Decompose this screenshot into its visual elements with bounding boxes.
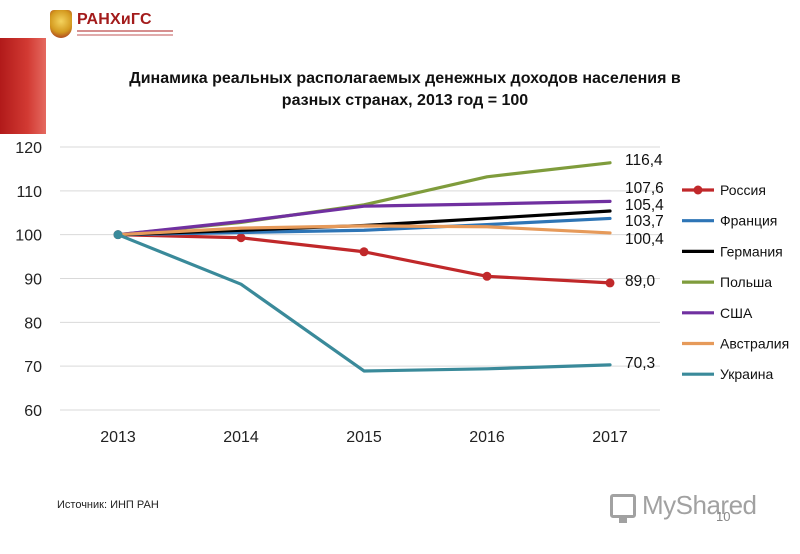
y-tick-label: 120: [15, 140, 42, 157]
end-label: 70,3: [625, 355, 655, 372]
legend-label: Россия: [720, 182, 766, 198]
logo-text: РАНХиГС: [77, 11, 152, 28]
data-point: [482, 271, 492, 281]
legend-label: Германия: [720, 243, 783, 259]
x-tick-label: 2017: [592, 429, 628, 446]
logo: РАНХиГС: [50, 8, 173, 40]
y-tick-label: 110: [16, 184, 42, 201]
y-tick-label: 60: [24, 403, 42, 420]
end-label: 105,4: [625, 197, 664, 214]
x-tick-label: 2013: [100, 429, 136, 446]
decorative-red-bar: [0, 38, 46, 134]
x-tick-labels: 2013 2014 2015 2016 2017: [100, 429, 628, 446]
end-label: 107,6: [625, 180, 664, 197]
watermark-text: MyShared: [642, 490, 757, 520]
series-line-Австралия: [116, 224, 612, 237]
chart-title-line-2: разных странах, 2013 год = 100: [281, 92, 529, 109]
end-label: 116,4: [625, 152, 663, 169]
chart-title-line-1: Динамика реальных располагаемых денежных…: [129, 70, 681, 87]
gridlines: [60, 146, 660, 411]
y-tick-label: 80: [24, 315, 42, 332]
y-tick-label: 90: [24, 272, 42, 289]
legend-label: США: [720, 305, 753, 321]
series-line-Украина: [116, 233, 612, 373]
presentation-icon: [610, 493, 636, 523]
watermark: MyShared: [610, 490, 757, 523]
y-tick-label: 100: [15, 228, 42, 245]
data-point: [605, 278, 615, 288]
page-number: 10: [716, 509, 731, 524]
end-label: 100,4: [625, 231, 664, 248]
y-tick-labels: 60 70 80 90 100 110 120: [15, 140, 42, 420]
series-line-США: [116, 199, 612, 237]
end-label: 103,7: [625, 213, 664, 230]
x-tick-label: 2015: [346, 429, 382, 446]
x-tick-label: 2016: [469, 429, 505, 446]
source-note: Источник: ИНП РАН: [57, 499, 159, 511]
y-tick-label: 70: [24, 359, 42, 376]
legend-marker: [693, 185, 703, 195]
legend-label: Франция: [720, 213, 777, 229]
series-lines: [113, 161, 615, 373]
legend: Россия Франция Германия Польша США Австралия У…: [682, 182, 789, 382]
data-point: [359, 247, 369, 257]
series-line-Россия: [116, 233, 612, 285]
origin-point: [113, 230, 123, 240]
legend-label: Украина: [720, 366, 774, 382]
legend-label: Польша: [720, 274, 772, 290]
chart-title: Динамика реальных располагаемых денежных…: [70, 68, 740, 112]
x-tick-label: 2014: [223, 429, 259, 446]
legend-label: Австралия: [720, 336, 789, 352]
emblem-icon: [50, 10, 72, 38]
end-label: 89,0: [625, 273, 656, 290]
data-point: [236, 233, 246, 243]
